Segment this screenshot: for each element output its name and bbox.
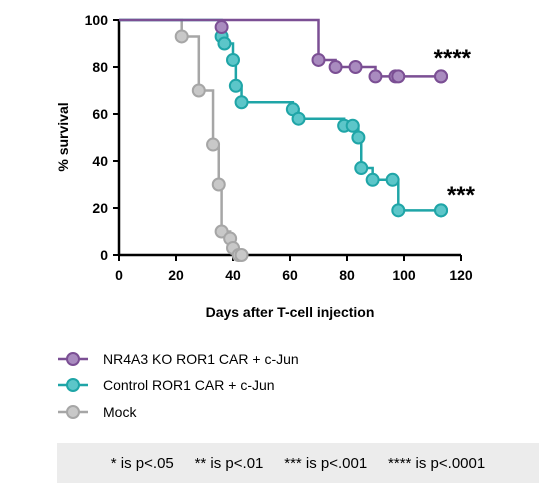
chart-axes [117,20,461,257]
series-3 [119,18,249,262]
data-point [365,172,380,187]
data-point [354,161,369,176]
x-tick-label: 20 [168,267,184,283]
data-point [385,172,400,187]
x-tick-label: 40 [225,267,241,283]
data-point [228,78,243,93]
series-layer [119,18,449,262]
footnote-box: * is p<.05 ** is p<.01 *** is p<.001 ***… [57,443,539,483]
data-point [348,60,363,74]
series-2 [119,18,449,218]
x-tick-label: 120 [449,267,473,283]
data-point [345,118,360,133]
data-point [311,52,326,67]
x-axis-title: Days after T-cell injection [206,304,375,320]
data-point [234,95,249,110]
series-1 [119,18,449,84]
y-tick-label: 20 [92,200,108,216]
data-point [391,203,406,218]
data-point [174,29,189,44]
significance-label-nr4a3: **** [434,45,472,72]
data-point [434,203,449,218]
data-point [368,69,383,84]
significance-label-control: *** [447,182,476,209]
legend-item: Control ROR1 CAR + c-Jun [58,377,275,393]
y-tick-label: 80 [92,59,108,75]
x-tick-label: 100 [392,267,416,283]
survival-chart: 0 20 40 60 80 100 120 0 20 40 60 80 100 Days after … [55,12,476,420]
x-tick-label: 0 [115,267,123,283]
data-point [214,20,229,35]
legend-marker [66,352,80,366]
data-point [191,83,206,98]
legend-item: NR4A3 KO ROR1 CAR + c-Jun [58,351,299,367]
y-ticks: 0 20 40 60 80 100 [85,12,119,263]
survival-curve [119,18,242,257]
legend-item: Mock [58,404,137,420]
data-point [391,69,406,84]
data-point [206,137,221,152]
legend-label: Mock [103,404,137,420]
footnote-text: * is p<.05 ** is p<.01 *** is p<.001 ***… [110,454,486,472]
legend: NR4A3 KO ROR1 CAR + c-Jun Control ROR1 CA… [58,351,299,420]
y-axis-title: % survival [55,102,71,171]
significance-layer: **** *** [434,45,476,209]
legend-label: Control ROR1 CAR + c-Jun [103,377,275,393]
data-point [291,111,306,126]
x-tick-label: 80 [339,267,355,283]
data-point [211,177,226,192]
x-tick-label: 60 [282,267,298,283]
x-ticks: 0 20 40 60 80 100 120 [115,255,473,283]
legend-marker [66,405,80,419]
data-point [226,52,240,67]
data-point [351,130,366,145]
y-tick-label: 60 [92,106,108,122]
data-point [434,69,449,84]
data-point [328,60,343,74]
legend-label: NR4A3 KO ROR1 CAR + c-Jun [103,351,299,367]
y-tick-label: 0 [100,247,108,263]
y-tick-label: 100 [85,12,109,28]
data-point [217,36,232,51]
survival-curve [119,18,442,78]
y-tick-label: 40 [92,153,108,169]
data-point [234,248,249,262]
legend-marker [66,378,80,392]
